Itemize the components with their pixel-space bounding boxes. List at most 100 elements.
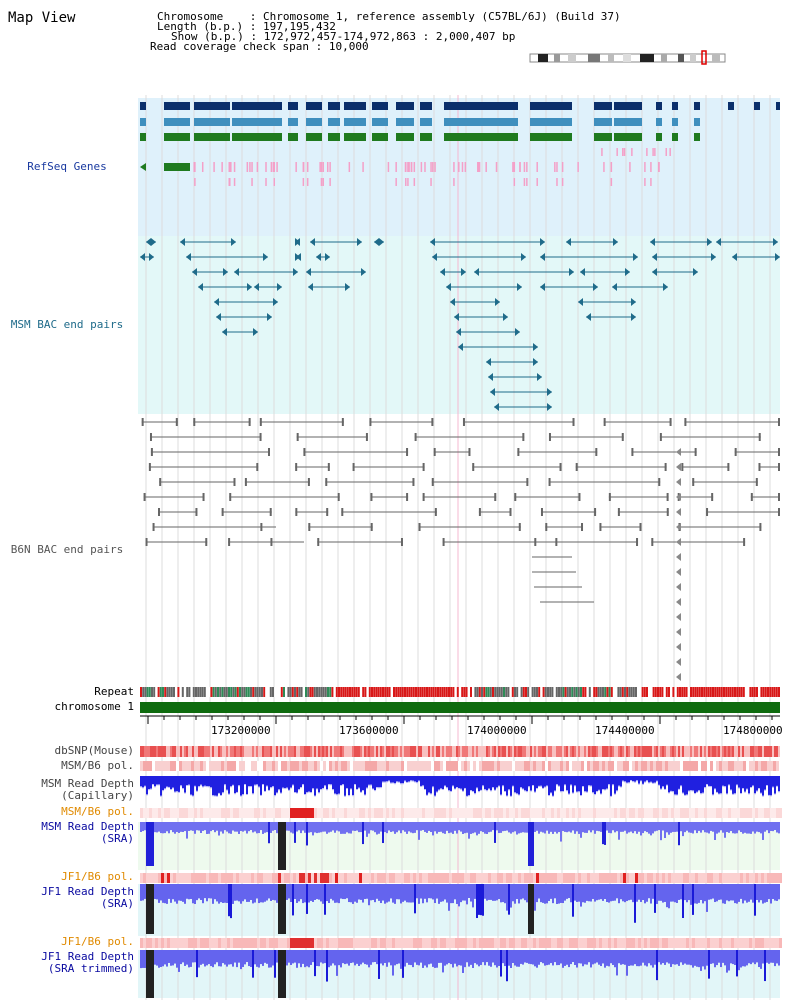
jf1-depth-sra-bar — [614, 884, 616, 901]
msm-depth-cap-edge — [536, 788, 538, 790]
msm-depth-cap-edge — [248, 786, 250, 788]
jf1-depth-sra-bar — [672, 884, 674, 902]
b6n-bac-end — [202, 493, 205, 501]
msm-depth-sra-bar — [702, 822, 704, 831]
dbsnp-cell — [242, 746, 244, 757]
msm-bac-end — [547, 388, 552, 396]
jf1-depth-trim-bar — [710, 950, 712, 964]
jf1-depth-sra-bar — [284, 884, 286, 934]
msm-pol-cell — [593, 761, 596, 771]
repeat-segment — [393, 687, 395, 697]
jf1-depth-trim-bar — [300, 950, 302, 968]
jf1-pol-cell — [557, 938, 560, 948]
repeat-segment — [430, 687, 433, 697]
msm-depth-cap-bar — [548, 776, 550, 796]
refseq-tick — [246, 162, 249, 172]
msm-bac-end — [273, 298, 278, 306]
jf1-depth-sra-bar — [706, 884, 708, 912]
msm-depth-sra-bar — [346, 822, 348, 833]
msm-pol-cell — [473, 808, 476, 818]
refseq-tick — [424, 162, 426, 172]
msm-pol-cell — [743, 761, 746, 771]
repeat-segment — [668, 687, 670, 697]
jf1-depth-trim-bar — [732, 950, 734, 965]
show-value: 172,972,457-174,972,863 : 2,000,407 bp — [263, 30, 516, 43]
dbsnp-cell — [216, 746, 218, 757]
jf1-depth-trim-bar — [602, 950, 604, 964]
jf1-pol-cell — [218, 873, 221, 883]
msm-depth-sra-bar — [714, 822, 716, 840]
jf1-depth-trim-bar — [762, 950, 764, 964]
jf1-pol-cell — [629, 873, 632, 883]
dbsnp-cell — [268, 746, 270, 757]
msm-depth-cap-edge — [512, 785, 514, 787]
jf1-depth-sra-bar — [372, 884, 374, 900]
jf1-depth-sra-bar — [642, 884, 644, 901]
track-label-b6n-bac[interactable]: B6N BAC end pairs — [10, 543, 124, 556]
dbsnp-cell — [376, 746, 378, 757]
dbsnp-cell — [444, 746, 446, 757]
jf1-depth-trim-bar — [140, 950, 142, 969]
msm-depth-sra-bar — [680, 822, 682, 832]
msm-depth-cap-edge — [688, 790, 690, 792]
refseq-tick — [306, 162, 309, 172]
msm-depth-sra-bar — [356, 822, 358, 831]
dbsnp-cell — [482, 746, 484, 757]
jf1-depth-trim-bar — [262, 950, 264, 966]
msm-depth-cap-bar — [392, 776, 394, 783]
msm-depth-sra-bar — [376, 822, 378, 835]
jf1-depth-trim-bar — [634, 950, 636, 965]
repeat-segment — [311, 687, 314, 697]
jf1-depth-trim-bar — [258, 950, 260, 968]
msm-pol-cell — [695, 761, 698, 771]
msm-depth-cap-edge — [348, 795, 350, 797]
jf1-pol-cell — [629, 938, 632, 948]
jf1-pol-cell — [776, 873, 779, 883]
msm-depth-cap-edge — [414, 781, 416, 783]
jf1-depth-sra-bar — [452, 884, 454, 904]
msm-pol-cell — [575, 808, 578, 818]
msm-bac-end — [450, 298, 455, 306]
jf1-pol-cell — [266, 873, 269, 883]
dbsnp-cell — [292, 746, 294, 757]
msm-pol-cell — [638, 761, 641, 771]
dbsnp-cell — [266, 746, 268, 757]
jf1-depth-sra-bar — [502, 884, 504, 903]
msm-depth-cap-edge — [266, 785, 268, 787]
jf1-depth-sra-bar — [214, 884, 216, 900]
msm-pol-cell — [320, 761, 323, 771]
jf1-depth-sra-bar — [234, 884, 236, 901]
repeat-segment — [329, 687, 332, 697]
msm-depth-cap-edge — [290, 787, 292, 789]
jf1-depth-trim-bar — [228, 950, 230, 965]
msm-depth-sra-bar — [322, 822, 324, 832]
msm-pol-cell — [377, 761, 380, 771]
dbsnp-cell — [394, 746, 396, 757]
jf1-depth-sra-bar — [732, 884, 734, 901]
dbsnp-cell — [404, 746, 406, 757]
gene-block — [614, 118, 642, 126]
repeat-segment — [771, 687, 774, 697]
jf1-depth-sra-bar — [192, 884, 194, 904]
refseq-tick — [536, 178, 538, 186]
msm-depth-sra-bar — [410, 822, 412, 833]
chromosome-ideogram-icon[interactable] — [528, 50, 728, 66]
b6n-bac-end — [743, 538, 746, 546]
msm-depth-cap-bar — [762, 776, 764, 796]
refseq-tick — [554, 162, 556, 172]
track-label-msm-bac[interactable]: MSM BAC end pairs — [10, 318, 124, 331]
msm-depth-cap-bar — [174, 776, 176, 792]
jf1-depth-trim-bar — [750, 950, 752, 965]
jf1-depth-trim-bar — [226, 950, 228, 967]
jf1-depth-trim-bar — [414, 950, 416, 963]
jf1-pol-cell — [542, 938, 545, 948]
track-label-refseq[interactable]: RefSeq Genes — [27, 160, 107, 173]
repeat-segment — [648, 687, 651, 697]
msm-pol-cell — [182, 761, 185, 771]
msm-depth-cap-edge — [586, 791, 588, 793]
jf1-pol-cell — [617, 938, 620, 948]
repeat-segment — [335, 687, 338, 697]
b6n-bac-end — [412, 478, 415, 486]
jf1-depth-sra-bar — [374, 884, 376, 903]
